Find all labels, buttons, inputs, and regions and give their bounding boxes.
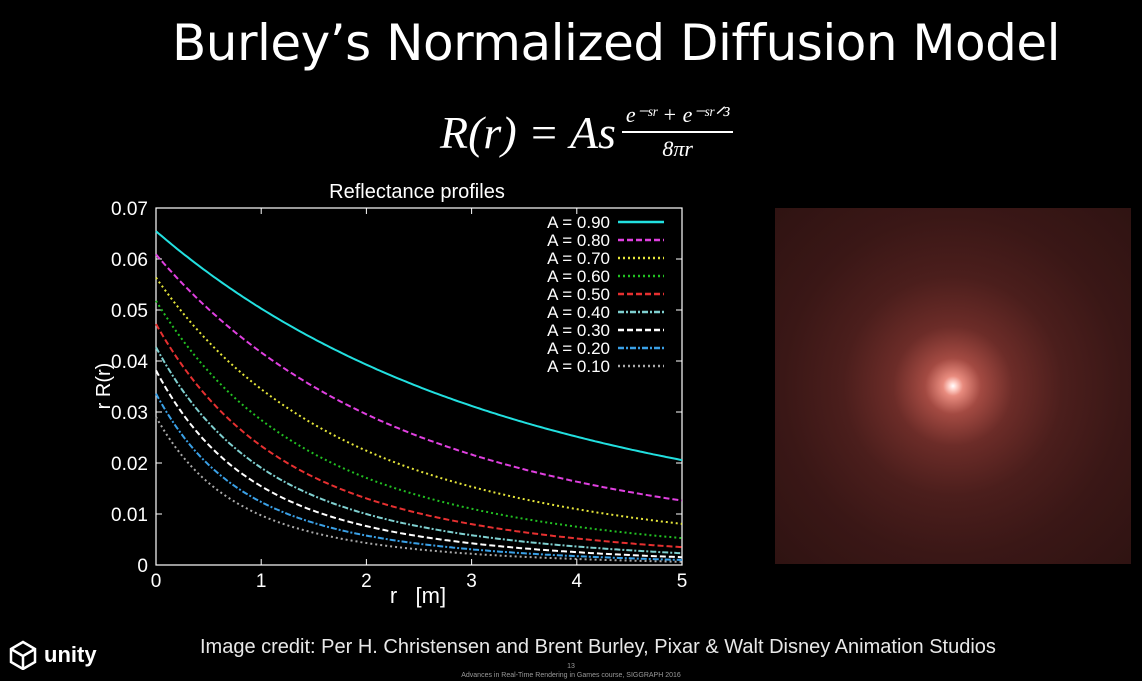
y-axis-label: r R(r) <box>93 363 115 410</box>
logo-text: unity <box>44 642 97 667</box>
x-tick-label: 0 <box>151 571 162 592</box>
y-tick-label: 0.02 <box>111 454 148 475</box>
series-line <box>155 393 682 561</box>
series-line <box>155 323 683 549</box>
page-number: 13 <box>567 663 575 670</box>
y-tick-label: 0.01 <box>111 505 148 526</box>
y-tick-label: 0.06 <box>111 250 148 271</box>
chart-title: Reflectance profiles <box>329 181 505 203</box>
y-tick-label: 0.07 <box>111 199 148 220</box>
y-tick-label: 0 <box>137 556 148 577</box>
series-lines <box>155 230 683 563</box>
series-line <box>155 369 683 559</box>
series-line <box>155 300 683 540</box>
y-tick-label: 0.03 <box>111 403 148 424</box>
x-tick-label: 5 <box>677 571 688 592</box>
series-line <box>155 230 683 462</box>
legend-label: A = 0.40 <box>547 303 610 322</box>
diffusion-formula: R(r) = As e⁻ˢʳ + e⁻ˢʳᐟ³ 8πr <box>440 92 734 172</box>
footer-text: Advances in Real-Time Rendering in Games… <box>461 672 681 679</box>
unity-logo: unity <box>8 640 97 670</box>
series-line <box>155 277 683 525</box>
legend-label: A = 0.80 <box>547 231 610 250</box>
legend-label: A = 0.50 <box>547 285 610 304</box>
x-tick-label: 3 <box>466 571 477 592</box>
series-line <box>155 346 683 555</box>
formula-fraction: e⁻ˢʳ + e⁻ˢʳᐟ³ 8πr <box>621 102 734 162</box>
series-line <box>155 253 683 502</box>
legend-label: A = 0.20 <box>547 339 610 358</box>
legend-label: A = 0.90 <box>547 213 610 232</box>
slide-title: Burley’s Normalized Diffusion Model <box>171 14 1061 72</box>
x-tick-label: 4 <box>572 571 583 592</box>
x-tick-label: 1 <box>256 571 267 592</box>
legend-label: A = 0.60 <box>547 267 610 286</box>
diffusion-render-image <box>775 208 1131 564</box>
unity-cube-icon <box>9 640 37 670</box>
chart-svg: Reflectance profiles 0 0.01 0.02 0.03 0.04 0.… <box>93 181 688 608</box>
formula-lhs: R(r) = As <box>440 106 616 158</box>
formula-denominator: 8πr <box>662 136 693 161</box>
y-tick-label: 0.05 <box>111 301 148 322</box>
legend: A = 0.90A = 0.80A = 0.70A = 0.60A = 0.50… <box>547 213 664 376</box>
plot-area <box>155 207 683 566</box>
y-axis: 0 0.01 0.02 0.03 0.04 0.05 0.06 0.07 <box>111 199 682 577</box>
y-tick-label: 0.04 <box>111 352 148 373</box>
series-line <box>155 416 683 563</box>
footer: 13 Advances in Real-Time Rendering in Ga… <box>0 662 1142 680</box>
legend-label: A = 0.70 <box>547 249 610 268</box>
reflectance-chart: Reflectance profiles 0 0.01 0.02 0.03 0.04 0.… <box>80 176 700 616</box>
legend-label: A = 0.10 <box>547 357 610 376</box>
image-credit: Image credit: Per H. Christensen and Bre… <box>200 636 996 658</box>
x-axis-label: r [m] <box>390 583 446 608</box>
legend-label: A = 0.30 <box>547 321 610 340</box>
x-axis: 0 1 2 3 4 5 <box>151 208 688 592</box>
formula-numerator: e⁻ˢʳ + e⁻ˢʳᐟ³ <box>621 102 734 133</box>
x-tick-label: 2 <box>361 571 372 592</box>
